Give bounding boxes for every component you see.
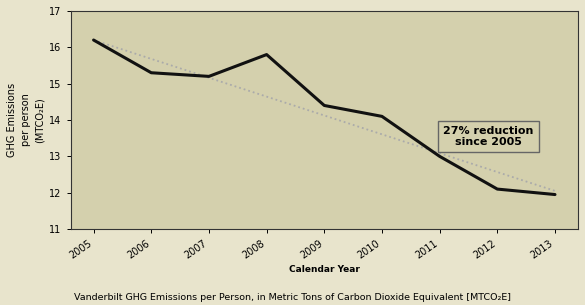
Y-axis label: GHG Emissions
per person
(MTCO₂E): GHG Emissions per person (MTCO₂E) [7, 83, 45, 157]
X-axis label: Calendar Year: Calendar Year [289, 265, 360, 274]
Text: Vanderbilt GHG Emissions per Person, in Metric Tons of Carbon Dioxide Equivalent: Vanderbilt GHG Emissions per Person, in … [74, 293, 511, 302]
Text: 27% reduction
since 2005: 27% reduction since 2005 [443, 126, 534, 147]
